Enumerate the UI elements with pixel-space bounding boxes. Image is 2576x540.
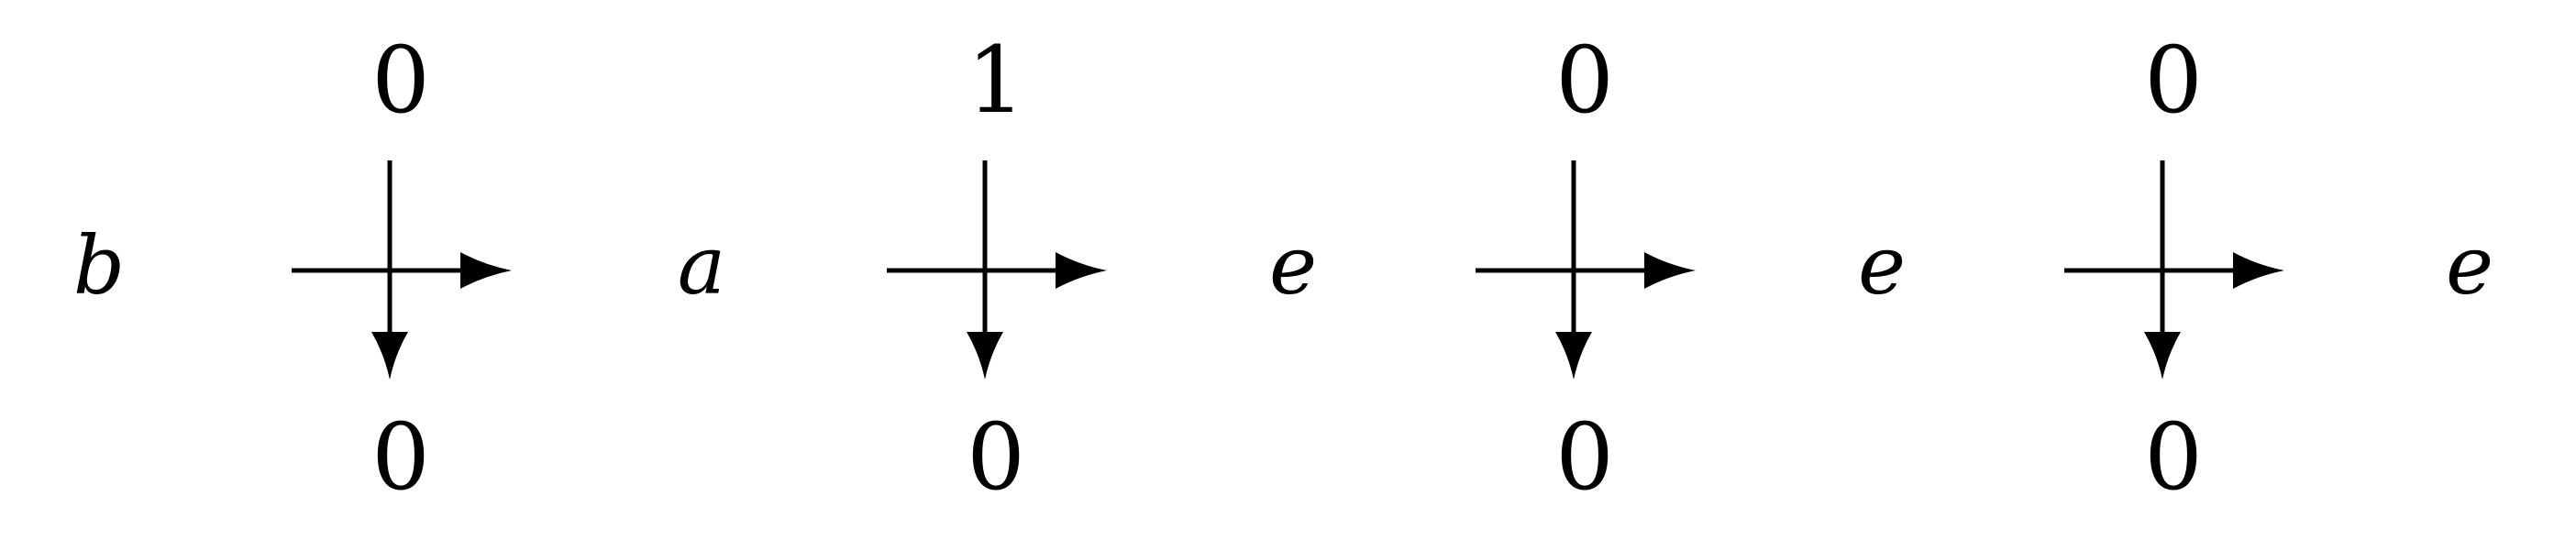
crossing-3: 0 0 [1476, 27, 1696, 511]
crossing-3-down-arrowhead [1555, 332, 1592, 380]
crossing-4-right-arrowhead [2233, 252, 2284, 289]
crossing-2: 1 0 [887, 27, 1107, 511]
crossing-1: 0 0 [292, 27, 512, 511]
crossing-4-top-label: 0 [2144, 27, 2203, 134]
crossing-4-down-arrowhead [2144, 332, 2181, 380]
crossing-3-bottom-label: 0 [1555, 403, 1614, 511]
crossing-1-down-arrowhead [371, 332, 408, 380]
crossing-3-top-label: 0 [1555, 27, 1614, 134]
crossing-1-bottom-label: 0 [371, 403, 430, 511]
crossing-4: 0 0 [2064, 27, 2284, 511]
state-label-e-2: e [1858, 218, 1906, 313]
crossing-1-top-label: 0 [371, 27, 430, 134]
state-label-a: a [678, 218, 725, 313]
state-label-e-3: e [2446, 218, 2493, 313]
crossing-2-bottom-label: 0 [967, 403, 1025, 511]
crossing-2-down-arrowhead [967, 332, 1003, 380]
crossing-3-right-arrowhead [1644, 252, 1696, 289]
state-label-b: b [73, 218, 125, 313]
crossing-4-bottom-label: 0 [2144, 403, 2203, 511]
crossing-2-top-label: 1 [967, 27, 1025, 134]
crossing-1-right-arrowhead [460, 252, 512, 289]
state-label-e-1: e [1269, 218, 1317, 313]
crossing-2-right-arrowhead [1056, 252, 1107, 289]
